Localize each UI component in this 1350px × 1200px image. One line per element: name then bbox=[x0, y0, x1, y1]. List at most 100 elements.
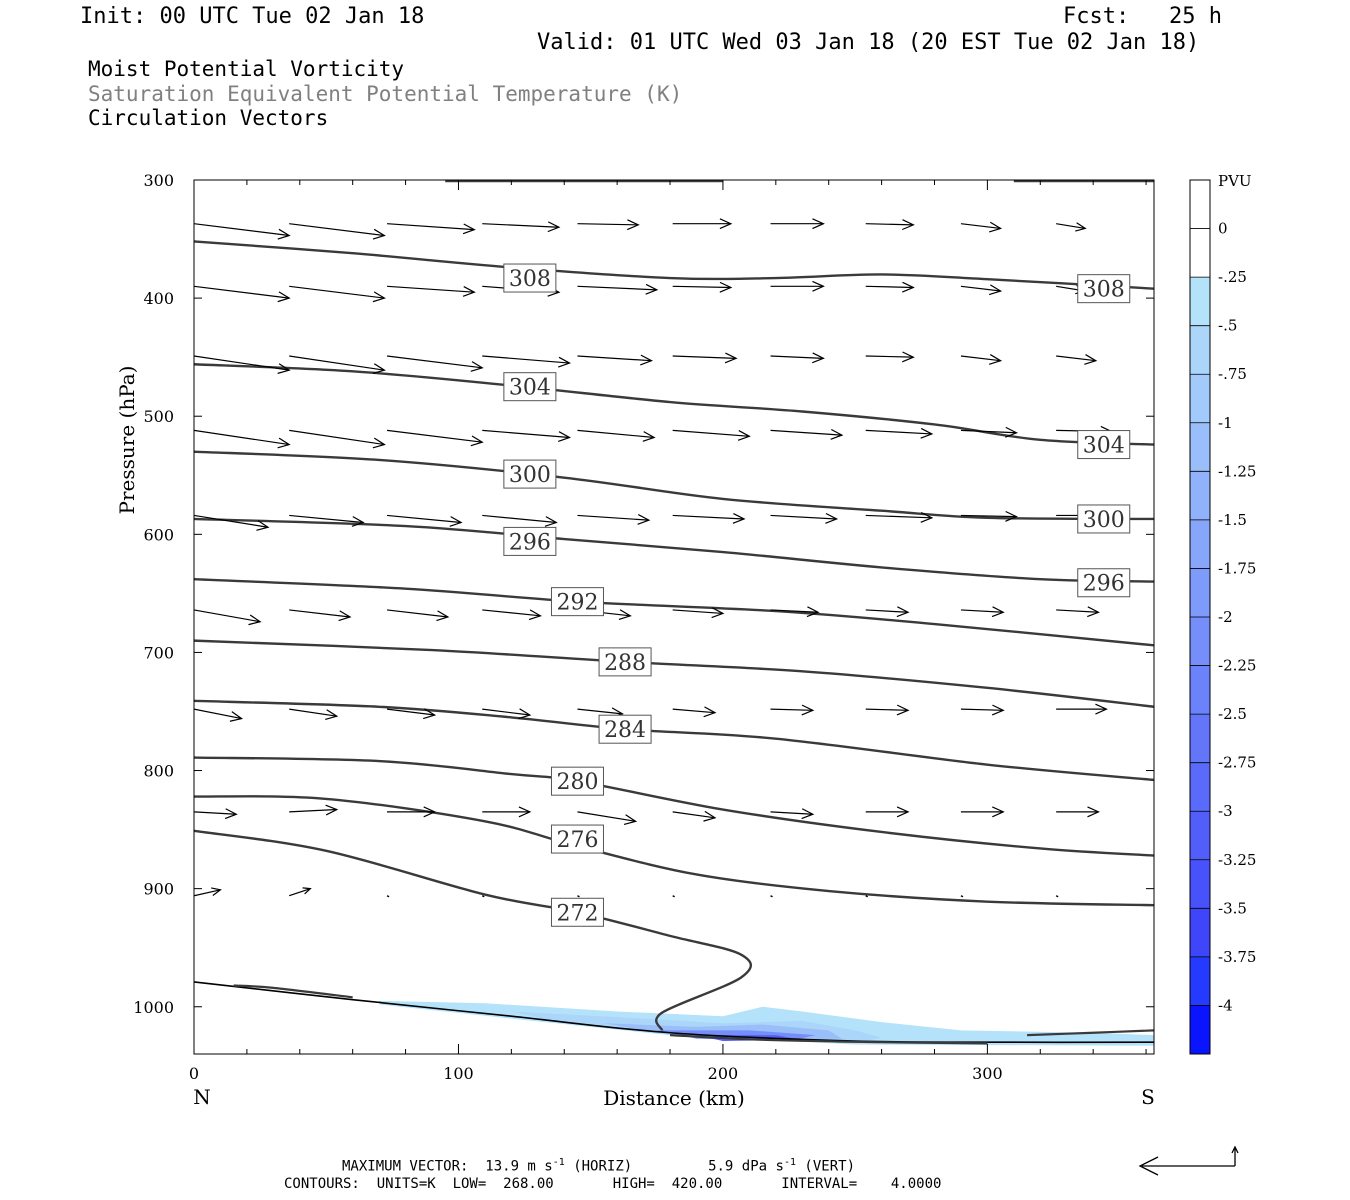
vector-arrow-head bbox=[211, 887, 222, 896]
colorbar-swatch bbox=[1190, 180, 1210, 230]
colorbar-swatch bbox=[1190, 568, 1210, 618]
vector-arrow-head bbox=[1084, 354, 1098, 365]
colorbar-swatch bbox=[1190, 471, 1210, 521]
vector-arrow bbox=[960, 223, 1001, 230]
colorbar-label: -1.5 bbox=[1218, 511, 1247, 529]
vector-arrow-head bbox=[277, 228, 291, 240]
vector-arrow-head bbox=[645, 283, 659, 295]
y-axis-label: Pressure (hPa) bbox=[115, 366, 139, 515]
vector-arrow bbox=[193, 609, 261, 623]
y-tick-label: 700 bbox=[143, 643, 174, 662]
contour-label-box bbox=[550, 897, 604, 927]
colorbar-label: -3.75 bbox=[1218, 948, 1256, 966]
vector-arrow bbox=[387, 285, 475, 293]
max-vector-vert-tag: (VERT) bbox=[804, 1158, 855, 1175]
y-tick-label: 600 bbox=[143, 525, 174, 544]
vector-arrow bbox=[193, 285, 290, 299]
vector-arrow-head bbox=[801, 704, 815, 716]
vector-arrow bbox=[1056, 609, 1099, 613]
vector-arrow bbox=[770, 609, 819, 613]
vector-arrow bbox=[865, 429, 932, 435]
vector-legend bbox=[1138, 1145, 1239, 1176]
contour-line-276 bbox=[193, 795, 1155, 907]
vector-arrow-head bbox=[1087, 806, 1100, 818]
colorbar-label: -2.75 bbox=[1218, 754, 1256, 772]
vector-arrow-head bbox=[372, 437, 386, 449]
vector-arrow bbox=[481, 895, 485, 898]
vector-arrow-head bbox=[1095, 703, 1108, 715]
contour-label-296: 296 bbox=[1083, 572, 1125, 597]
colorbar-swatch bbox=[1190, 811, 1210, 861]
contour-label-276: 276 bbox=[556, 828, 598, 853]
vector-arrow-head bbox=[470, 435, 484, 447]
contour-line-296 bbox=[193, 517, 1155, 583]
vector-arrow bbox=[289, 708, 337, 717]
field-line-theta: Saturation Equivalent Potential Temperat… bbox=[88, 82, 683, 106]
colorbar-swatch bbox=[1190, 956, 1210, 1006]
vector-arrow bbox=[865, 355, 914, 358]
y-tick-label: 400 bbox=[143, 289, 174, 308]
contour-line-304 bbox=[193, 363, 1155, 446]
field-line-vectors: Circulation Vectors bbox=[88, 106, 329, 130]
contour-label-300: 300 bbox=[509, 463, 551, 488]
vector-arrow bbox=[577, 223, 639, 226]
vector-arrow bbox=[672, 708, 716, 714]
vector-arrow bbox=[193, 355, 290, 371]
contour-labels: 308 308 304 304 300 300 296 296 292 288 284 280 276 2… bbox=[503, 263, 1131, 927]
vector-arrow bbox=[387, 514, 462, 524]
vector-arrow bbox=[193, 223, 290, 237]
contour-label-308: 308 bbox=[509, 267, 551, 292]
colorbar-swatch bbox=[1190, 325, 1210, 375]
vector-arrow bbox=[193, 811, 237, 815]
contour-label-box bbox=[1077, 430, 1131, 460]
vector-arrow bbox=[770, 811, 813, 815]
vector-arrow-head bbox=[830, 428, 844, 440]
vector-arrow-head bbox=[902, 281, 915, 293]
vector-arrow-head bbox=[640, 354, 653, 366]
contour-label-272: 272 bbox=[556, 901, 598, 926]
vector-arrow-head bbox=[991, 606, 1005, 618]
vector-arrow-head bbox=[618, 609, 632, 621]
contour-label-box bbox=[598, 647, 652, 677]
colorbar-swatch bbox=[1190, 374, 1210, 424]
vector-arrow bbox=[1055, 895, 1059, 898]
vector-arrow-head bbox=[737, 430, 751, 441]
vector-arrow-head bbox=[806, 606, 820, 618]
y-tick-label: 900 bbox=[143, 880, 174, 899]
colorbar-swatch bbox=[1190, 714, 1210, 764]
vector-arrow-head bbox=[372, 291, 386, 303]
y-tick-label: 500 bbox=[143, 407, 174, 426]
surface-line bbox=[193, 981, 1155, 1044]
vector-arrow-head bbox=[719, 281, 733, 293]
forecast-hour: Fcst: 25 h bbox=[1063, 4, 1222, 29]
vector-arrow-head bbox=[528, 609, 542, 621]
vector-arrow-head bbox=[372, 228, 386, 240]
vector-arrow bbox=[577, 514, 649, 521]
colorbar-swatch bbox=[1190, 762, 1210, 812]
contour-line-300 bbox=[193, 450, 1155, 521]
vector-arrow bbox=[193, 429, 290, 446]
colorbar-swatch bbox=[1190, 665, 1210, 715]
vector-arrow bbox=[289, 514, 364, 524]
vector-arrow-head bbox=[703, 810, 717, 822]
vector-legend-horiz-head bbox=[1138, 1156, 1159, 1176]
vector-arrow bbox=[387, 223, 475, 231]
contour-label-box bbox=[503, 372, 557, 402]
vector-arrow-head bbox=[920, 427, 934, 439]
colorbar-label: -2.25 bbox=[1218, 657, 1256, 675]
vector-arrow-head bbox=[547, 221, 561, 233]
vector-arrow-head bbox=[558, 431, 572, 443]
vector-arrow bbox=[193, 514, 269, 528]
vector-arrow-head bbox=[812, 218, 825, 230]
vector-arrow-head bbox=[1005, 426, 1018, 438]
vector-arrow-head bbox=[462, 286, 476, 297]
vector-arrow bbox=[960, 708, 1004, 711]
colorbar-swatch bbox=[1190, 422, 1210, 472]
vector-arrow bbox=[577, 429, 655, 439]
vector-arrow bbox=[193, 889, 221, 897]
vector-arrow-head bbox=[558, 356, 572, 368]
field-line-pv: Moist Potential Vorticity bbox=[88, 57, 405, 81]
vector-arrow-head bbox=[1087, 606, 1100, 618]
x-axis-label: Distance (km) bbox=[603, 1086, 745, 1110]
vector-arrow bbox=[289, 609, 351, 618]
